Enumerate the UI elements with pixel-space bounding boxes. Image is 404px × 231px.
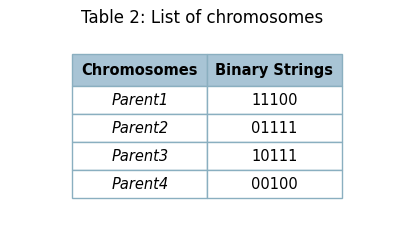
Bar: [207, 86, 342, 114]
Text: 00100: 00100: [251, 177, 298, 192]
Text: Parent2: Parent2: [111, 121, 168, 136]
Text: Binary Strings: Binary Strings: [215, 63, 333, 78]
Text: Parent4: Parent4: [111, 177, 168, 192]
Text: 10111: 10111: [251, 149, 298, 164]
Bar: [72, 142, 207, 170]
Bar: [207, 142, 342, 170]
Text: Table 2: List of chromosomes: Table 2: List of chromosomes: [81, 9, 323, 27]
Bar: [207, 170, 342, 198]
Text: Chromosomes: Chromosomes: [82, 63, 198, 78]
Bar: [72, 114, 207, 142]
Bar: [72, 54, 207, 86]
Text: Parent1: Parent1: [111, 93, 168, 108]
Bar: [72, 170, 207, 198]
Text: 01111: 01111: [251, 121, 298, 136]
Text: 11100: 11100: [251, 93, 298, 108]
Bar: [72, 86, 207, 114]
Bar: [207, 54, 342, 86]
Bar: [207, 114, 342, 142]
Text: Parent3: Parent3: [111, 149, 168, 164]
